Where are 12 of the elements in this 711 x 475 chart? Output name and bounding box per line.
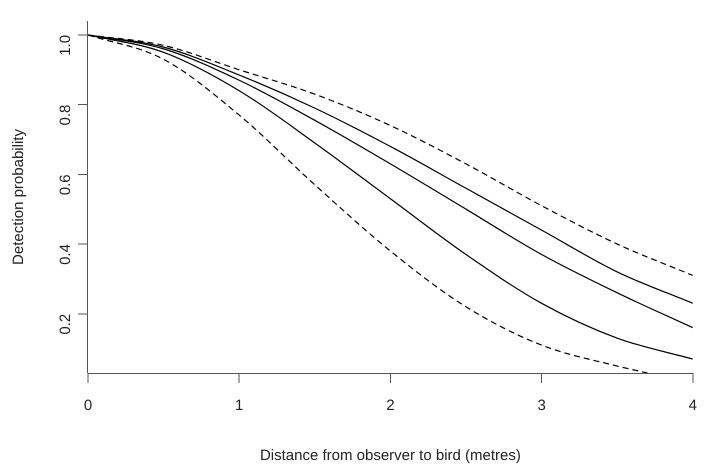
x-tick-label: 0 [84,397,92,414]
y-tick-label: 1.0 [57,34,74,56]
x-axis-title: Distance from observer to bird (metres) [260,447,521,464]
y-tick-label: 0.2 [57,314,74,335]
y-tick-label: 0.8 [57,104,74,126]
x-tick-label: 2 [386,397,395,414]
y-tick-label: 0.6 [57,174,74,196]
x-tick-label: 3 [537,397,546,414]
x-tick-label: 1 [235,397,244,414]
y-tick-label: 0.4 [57,244,74,265]
x-tick-label: 4 [688,397,697,414]
y-axis-title: Detection probability [10,128,28,265]
